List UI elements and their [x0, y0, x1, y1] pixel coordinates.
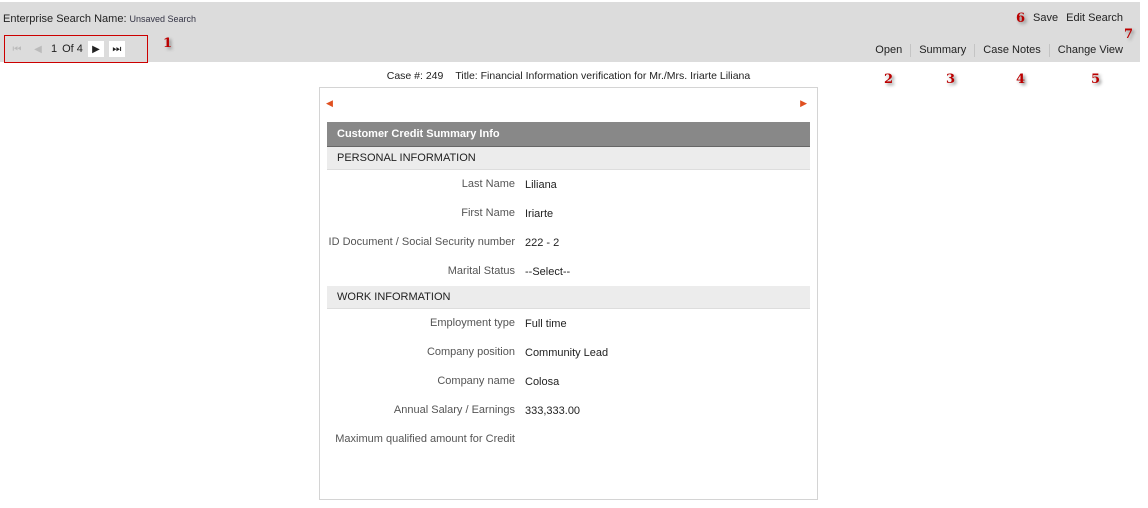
form-panel: ◀ ▶ Customer Credit Summary Info PERSONA… [319, 87, 818, 500]
annotation-5: 5 [1091, 72, 1101, 87]
change-view-link[interactable]: Change View [1048, 44, 1123, 57]
page-current: 1 [51, 43, 58, 55]
case-header: Case #: 249 Title: Financial Information … [319, 70, 818, 83]
field-value: Full time [525, 317, 567, 330]
last-page-icon[interactable]: ⏭ [108, 41, 125, 57]
first-page-icon[interactable]: ⏮ [12, 43, 22, 55]
field-value: Liliana [525, 178, 557, 191]
next-step-icon[interactable]: ▶ [800, 98, 807, 108]
marital-status-select[interactable]: --Select-- [525, 265, 571, 278]
prev-page-icon[interactable]: ◀ [34, 43, 42, 55]
field-label: Last Name [461, 178, 515, 190]
annotation-3: 3 [946, 72, 956, 87]
field-value: Colosa [525, 375, 560, 388]
field-row: Last Name Liliana [327, 170, 810, 199]
annotation-6: 6 [1016, 10, 1026, 26]
case-number: Case #: 249 [386, 70, 444, 82]
field-value: Community Lead [525, 346, 609, 359]
summary-link[interactable]: Summary [910, 44, 974, 57]
page-count: Of 4 [62, 43, 83, 55]
annotation-1: 1 [163, 36, 173, 51]
edit-search-link[interactable]: Edit Search [1066, 12, 1123, 24]
field-label: ID Document / Social Security number [328, 236, 515, 248]
save-link[interactable]: Save [1033, 12, 1059, 24]
annotation-4: 4 [1016, 72, 1026, 87]
field-row: Annual Salary / Earnings 333,333.00 [327, 396, 810, 425]
field-label: Employment type [430, 317, 515, 329]
field-label: Company name [437, 375, 515, 387]
annotation-7: 7 [1124, 27, 1134, 42]
field-value: Iriarte [525, 207, 554, 220]
field-value: 333,333.00 [525, 404, 581, 417]
search-name-label: Enterprise Search Name: [3, 13, 127, 25]
case-notes-link[interactable]: Case Notes [974, 44, 1048, 57]
field-row: Marital Status --Select-- [327, 257, 810, 286]
prev-step-icon[interactable]: ◀ [326, 98, 333, 108]
search-name-value: Unsaved Search [129, 14, 197, 24]
field-row: Employment type Full time [327, 309, 810, 338]
section-personal: PERSONAL INFORMATION [327, 147, 810, 170]
form-title: Customer Credit Summary Info [327, 122, 810, 147]
field-value: 222 - 2 [525, 236, 560, 249]
case-title: Title: Financial Information verificatio… [455, 70, 751, 82]
field-row: Company position Community Lead [327, 338, 810, 367]
open-link[interactable]: Open [875, 44, 903, 56]
field-label: Marital Status [447, 265, 515, 277]
field-row: ID Document / Social Security number 222 … [327, 228, 810, 257]
field-label: Maximum qualified amount for Credit [335, 433, 515, 445]
field-label: First Name [461, 207, 515, 219]
annotation-2: 2 [884, 72, 894, 87]
field-row: Maximum qualified amount for Credit [327, 425, 810, 454]
pager: ⏮ ◀ 1 Of 4 ▶ ⏭ [4, 35, 148, 63]
section-work: WORK INFORMATION [327, 286, 810, 309]
next-page-icon[interactable]: ▶ [87, 41, 104, 57]
field-label: Annual Salary / Earnings [393, 404, 515, 416]
field-label: Company position [426, 346, 515, 358]
field-row: First Name Iriarte [327, 199, 810, 228]
field-row: Company name Colosa [327, 367, 810, 396]
toolbar: Enterprise Search Name: Unsaved Search ⏮ … [0, 2, 1140, 63]
search-name: Enterprise Search Name: Unsaved Search [3, 13, 196, 25]
